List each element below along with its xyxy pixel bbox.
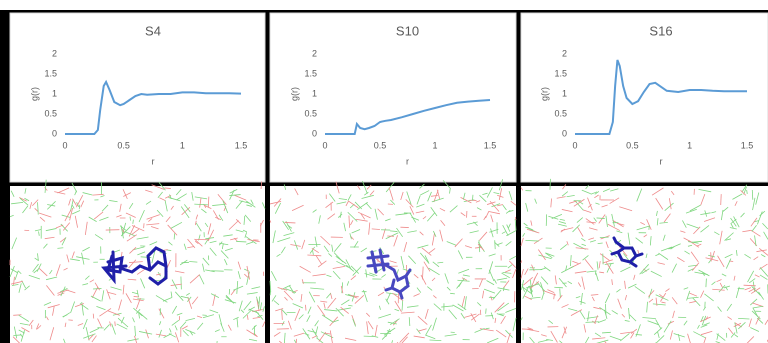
y-tick-label: 0.5 xyxy=(44,108,57,118)
snapshot xyxy=(270,186,516,343)
x-tick-label: 1 xyxy=(687,140,692,150)
y-tick-label: 1.5 xyxy=(554,68,567,78)
chart-title: S10 xyxy=(396,23,419,38)
x-tick-label: 0.5 xyxy=(117,140,130,150)
panel xyxy=(270,13,516,182)
solvent-bond xyxy=(79,205,80,209)
x-tick-label: 1 xyxy=(432,140,437,150)
solvent-bond xyxy=(236,241,246,242)
y-tick-label: 1.5 xyxy=(304,68,317,78)
y-tick-label: 1 xyxy=(52,88,57,98)
solvent-bond xyxy=(270,289,271,296)
solvent-bond xyxy=(752,190,753,200)
x-tick-label: 0.5 xyxy=(374,140,387,150)
panel xyxy=(521,13,768,182)
y-tick-label: 2 xyxy=(562,48,567,58)
x-tick-label: 1 xyxy=(180,140,185,150)
y-tick-label: 0 xyxy=(312,128,317,138)
y-tick-label: 1 xyxy=(312,88,317,98)
y-tick-label: 0.5 xyxy=(554,108,567,118)
x-tick-label: 0 xyxy=(62,140,67,150)
solvent-bond xyxy=(13,335,21,336)
y-axis-label: g(r) xyxy=(29,87,39,101)
panel xyxy=(10,13,265,182)
x-axis-label: r xyxy=(660,156,663,166)
y-axis-label: g(r) xyxy=(289,87,299,101)
x-tick-label: 0 xyxy=(572,140,577,150)
solvent-bond xyxy=(285,222,296,223)
y-axis-label: g(r) xyxy=(539,87,549,101)
solvent-bond xyxy=(134,296,139,297)
figure: S4 0 0.5 1 1.5 2 0 0.5 1 1.5 r g(r) S10 0 0.5 1 1.5 2 0 0.5… xyxy=(0,0,768,343)
solvent-bond xyxy=(554,287,563,288)
y-tick-label: 2 xyxy=(52,48,57,58)
x-tick-label: 0.5 xyxy=(626,140,639,150)
solvent-bond xyxy=(711,252,712,261)
chart-title: S4 xyxy=(145,23,161,38)
chart-title: S16 xyxy=(649,23,672,38)
y-tick-label: 0.5 xyxy=(304,108,317,118)
y-tick-label: 2 xyxy=(312,48,317,58)
x-axis-label: r xyxy=(152,156,155,166)
solvent-bond xyxy=(208,197,209,208)
y-tick-label: 1 xyxy=(562,88,567,98)
x-tick-label: 1.5 xyxy=(484,140,497,150)
solvent-bond xyxy=(13,315,21,316)
y-tick-label: 0 xyxy=(562,128,567,138)
solvent-bond xyxy=(174,233,175,239)
y-tick-label: 0 xyxy=(52,128,57,138)
solvent-bond xyxy=(182,262,190,263)
x-tick-label: 1.5 xyxy=(235,140,248,150)
x-tick-label: 1.5 xyxy=(741,140,754,150)
solvent-bond xyxy=(261,181,262,189)
y-tick-label: 1.5 xyxy=(44,68,57,78)
x-axis-label: r xyxy=(406,156,409,166)
solvent-bond xyxy=(706,279,707,288)
x-tick-label: 0 xyxy=(322,140,327,150)
solvent-bond xyxy=(93,314,94,319)
